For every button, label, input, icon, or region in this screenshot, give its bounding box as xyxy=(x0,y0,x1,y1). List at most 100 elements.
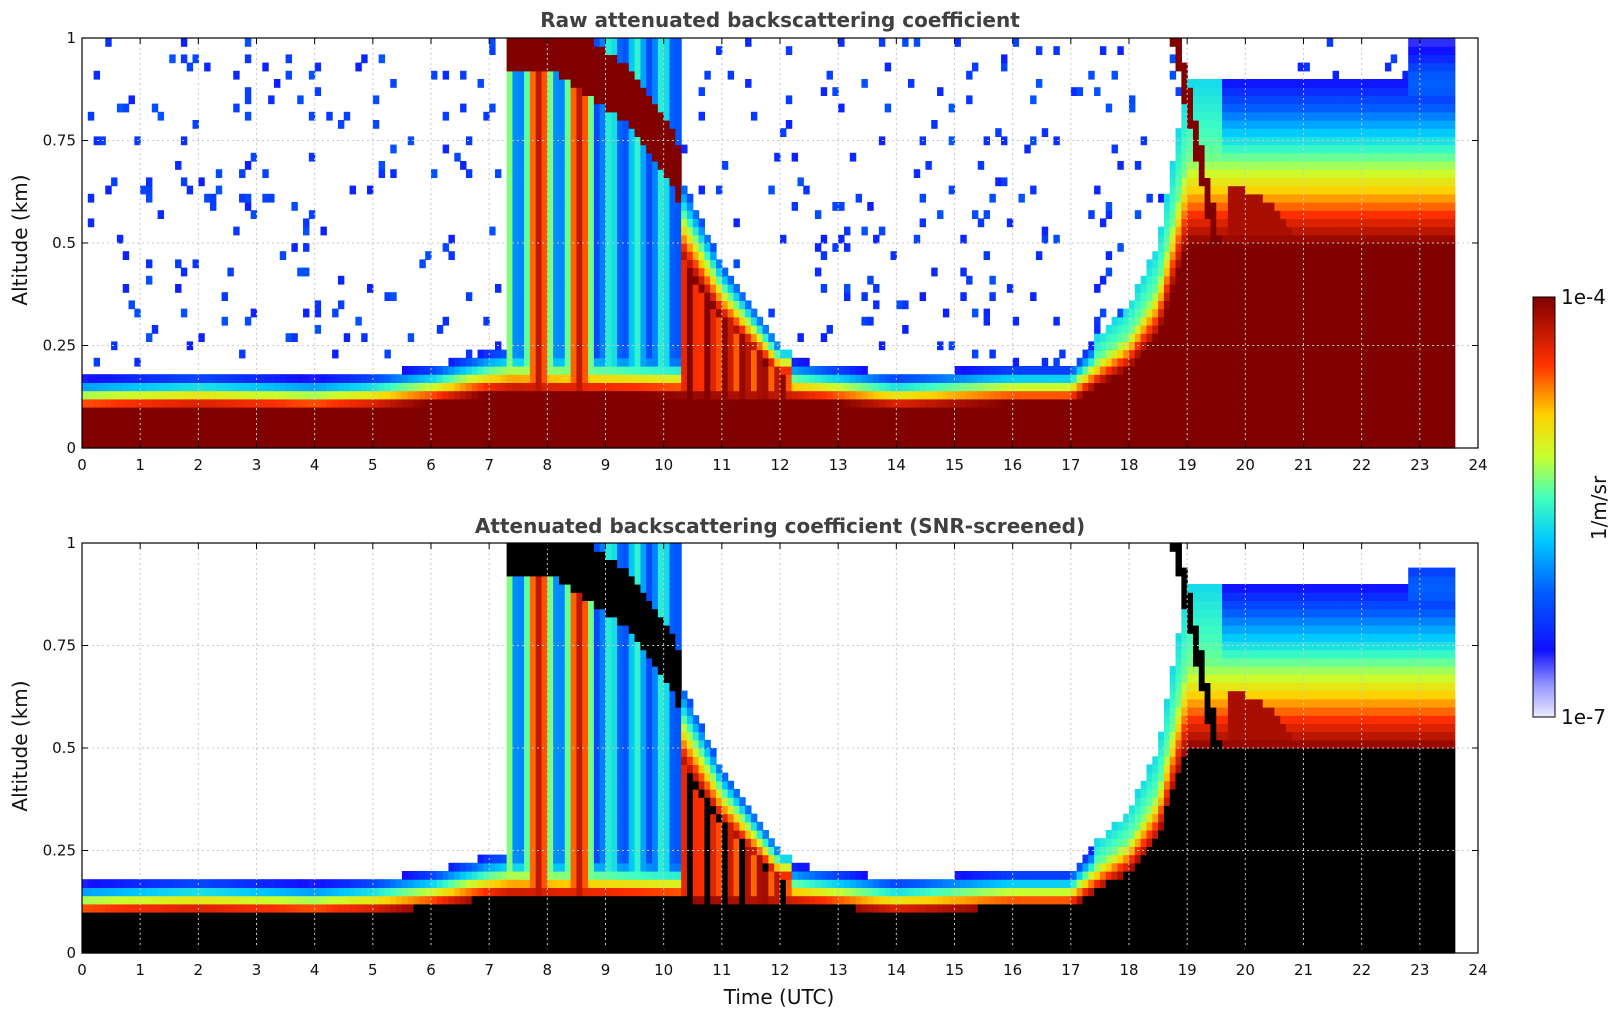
heatmap-cell xyxy=(291,439,298,449)
heatmap-cell xyxy=(483,415,490,424)
heatmap-cell xyxy=(1262,136,1270,146)
heatmap-cell xyxy=(704,308,711,318)
heatmap-cell xyxy=(1222,193,1229,203)
heatmap-cell xyxy=(1059,423,1066,433)
heatmap-cell xyxy=(558,292,566,301)
heatmap-cell xyxy=(1268,366,1276,375)
heatmap-cell xyxy=(1158,431,1165,441)
heatmap-cell xyxy=(733,218,740,228)
heatmap-cell xyxy=(617,38,624,47)
heatmap-cell xyxy=(698,316,705,326)
heatmap-cell xyxy=(221,316,229,326)
heatmap-cell xyxy=(599,333,607,342)
heatmap-cell xyxy=(518,292,525,301)
heatmap-cell xyxy=(186,374,194,383)
heatmap-cell xyxy=(547,128,554,137)
heatmap-cell xyxy=(1129,407,1136,416)
heatmap-cell xyxy=(1216,325,1223,334)
heatmap-cell xyxy=(809,390,816,400)
heatmap-cell xyxy=(925,439,932,449)
heatmap-cell xyxy=(611,103,618,113)
heatmap-cell xyxy=(1233,210,1241,219)
heatmap-cell xyxy=(576,251,583,260)
heatmap-cell xyxy=(739,300,746,310)
heatmap-cell xyxy=(1239,152,1246,162)
heatmap-cell xyxy=(558,439,566,449)
heatmap-cell xyxy=(425,398,432,408)
heatmap-cell xyxy=(646,70,653,80)
heatmap-cell xyxy=(105,431,112,441)
heatmap-cell xyxy=(983,407,990,416)
heatmap-cell xyxy=(1245,185,1252,195)
heatmap-cell xyxy=(553,267,560,277)
heatmap-cell xyxy=(1286,193,1293,203)
heatmap-cell xyxy=(1169,193,1177,203)
heatmap-cell xyxy=(902,439,909,449)
heatmap-cell xyxy=(622,407,630,416)
heatmap-cell xyxy=(1169,431,1177,441)
heatmap-cell xyxy=(524,284,531,293)
heatmap-cell xyxy=(1117,333,1124,342)
heatmap-cell xyxy=(1024,366,1031,375)
heatmap-cell xyxy=(675,111,682,121)
heatmap-cell xyxy=(582,54,589,64)
heatmap-cell xyxy=(291,202,298,211)
heatmap-cell xyxy=(1111,357,1118,367)
heatmap-cell xyxy=(582,407,589,416)
heatmap-cell xyxy=(180,382,188,392)
heatmap-cell xyxy=(1268,193,1276,203)
heatmap-cell xyxy=(1210,210,1217,219)
heatmap-cell xyxy=(1262,87,1270,96)
heatmap-cell xyxy=(675,431,682,441)
heatmap-cell xyxy=(1233,382,1241,392)
heatmap-cell xyxy=(593,415,601,424)
heatmap-cell xyxy=(977,423,985,433)
heatmap-cell xyxy=(1245,300,1252,310)
heatmap-cell xyxy=(710,374,717,383)
heatmap-cell xyxy=(588,398,595,408)
heatmap-cell xyxy=(721,407,729,416)
heatmap-cell xyxy=(1315,284,1322,293)
heatmap-cell xyxy=(291,423,298,433)
heatmap-cell xyxy=(599,415,607,424)
heatmap-cell xyxy=(756,423,764,433)
heatmap-cell xyxy=(570,193,578,203)
heatmap-cell xyxy=(617,366,624,375)
heatmap-cell xyxy=(1123,439,1130,449)
heatmap-cell xyxy=(535,111,543,121)
heatmap-cell xyxy=(186,382,194,392)
heatmap-cell xyxy=(698,300,705,310)
heatmap-cell xyxy=(471,415,479,424)
heatmap-cell xyxy=(1227,349,1235,359)
heatmap-cell xyxy=(873,300,880,310)
heatmap-cell xyxy=(657,259,665,269)
heatmap-cell xyxy=(1256,79,1264,88)
heatmap-cell xyxy=(1326,407,1334,416)
heatmap-cell xyxy=(180,267,188,277)
heatmap-cell xyxy=(681,234,688,244)
heatmap-cell xyxy=(663,357,671,367)
heatmap-cell xyxy=(902,300,909,310)
heatmap-cell xyxy=(1320,316,1328,326)
heatmap-cell xyxy=(628,193,636,203)
heatmap-cell xyxy=(675,79,682,88)
heatmap-cell xyxy=(873,284,880,293)
heatmap-cell xyxy=(663,398,671,408)
heatmap-cell xyxy=(617,415,624,424)
heatmap-cell xyxy=(268,382,275,392)
heatmap-cell xyxy=(1332,398,1339,408)
heatmap-cell xyxy=(303,374,310,383)
heatmap-cell xyxy=(355,407,362,416)
heatmap-cell xyxy=(1286,308,1293,318)
heatmap-cell xyxy=(337,431,345,441)
heatmap-cell xyxy=(634,325,641,334)
heatmap-cell xyxy=(1268,382,1276,392)
heatmap-cell xyxy=(570,423,578,433)
heatmap-cell xyxy=(861,407,868,416)
heatmap-cell xyxy=(675,234,682,244)
heatmap-cell xyxy=(1041,357,1049,367)
heatmap-cell xyxy=(878,398,886,408)
heatmap-cell xyxy=(768,333,775,342)
heatmap-cell xyxy=(640,202,647,211)
heatmap-cell xyxy=(303,423,310,433)
